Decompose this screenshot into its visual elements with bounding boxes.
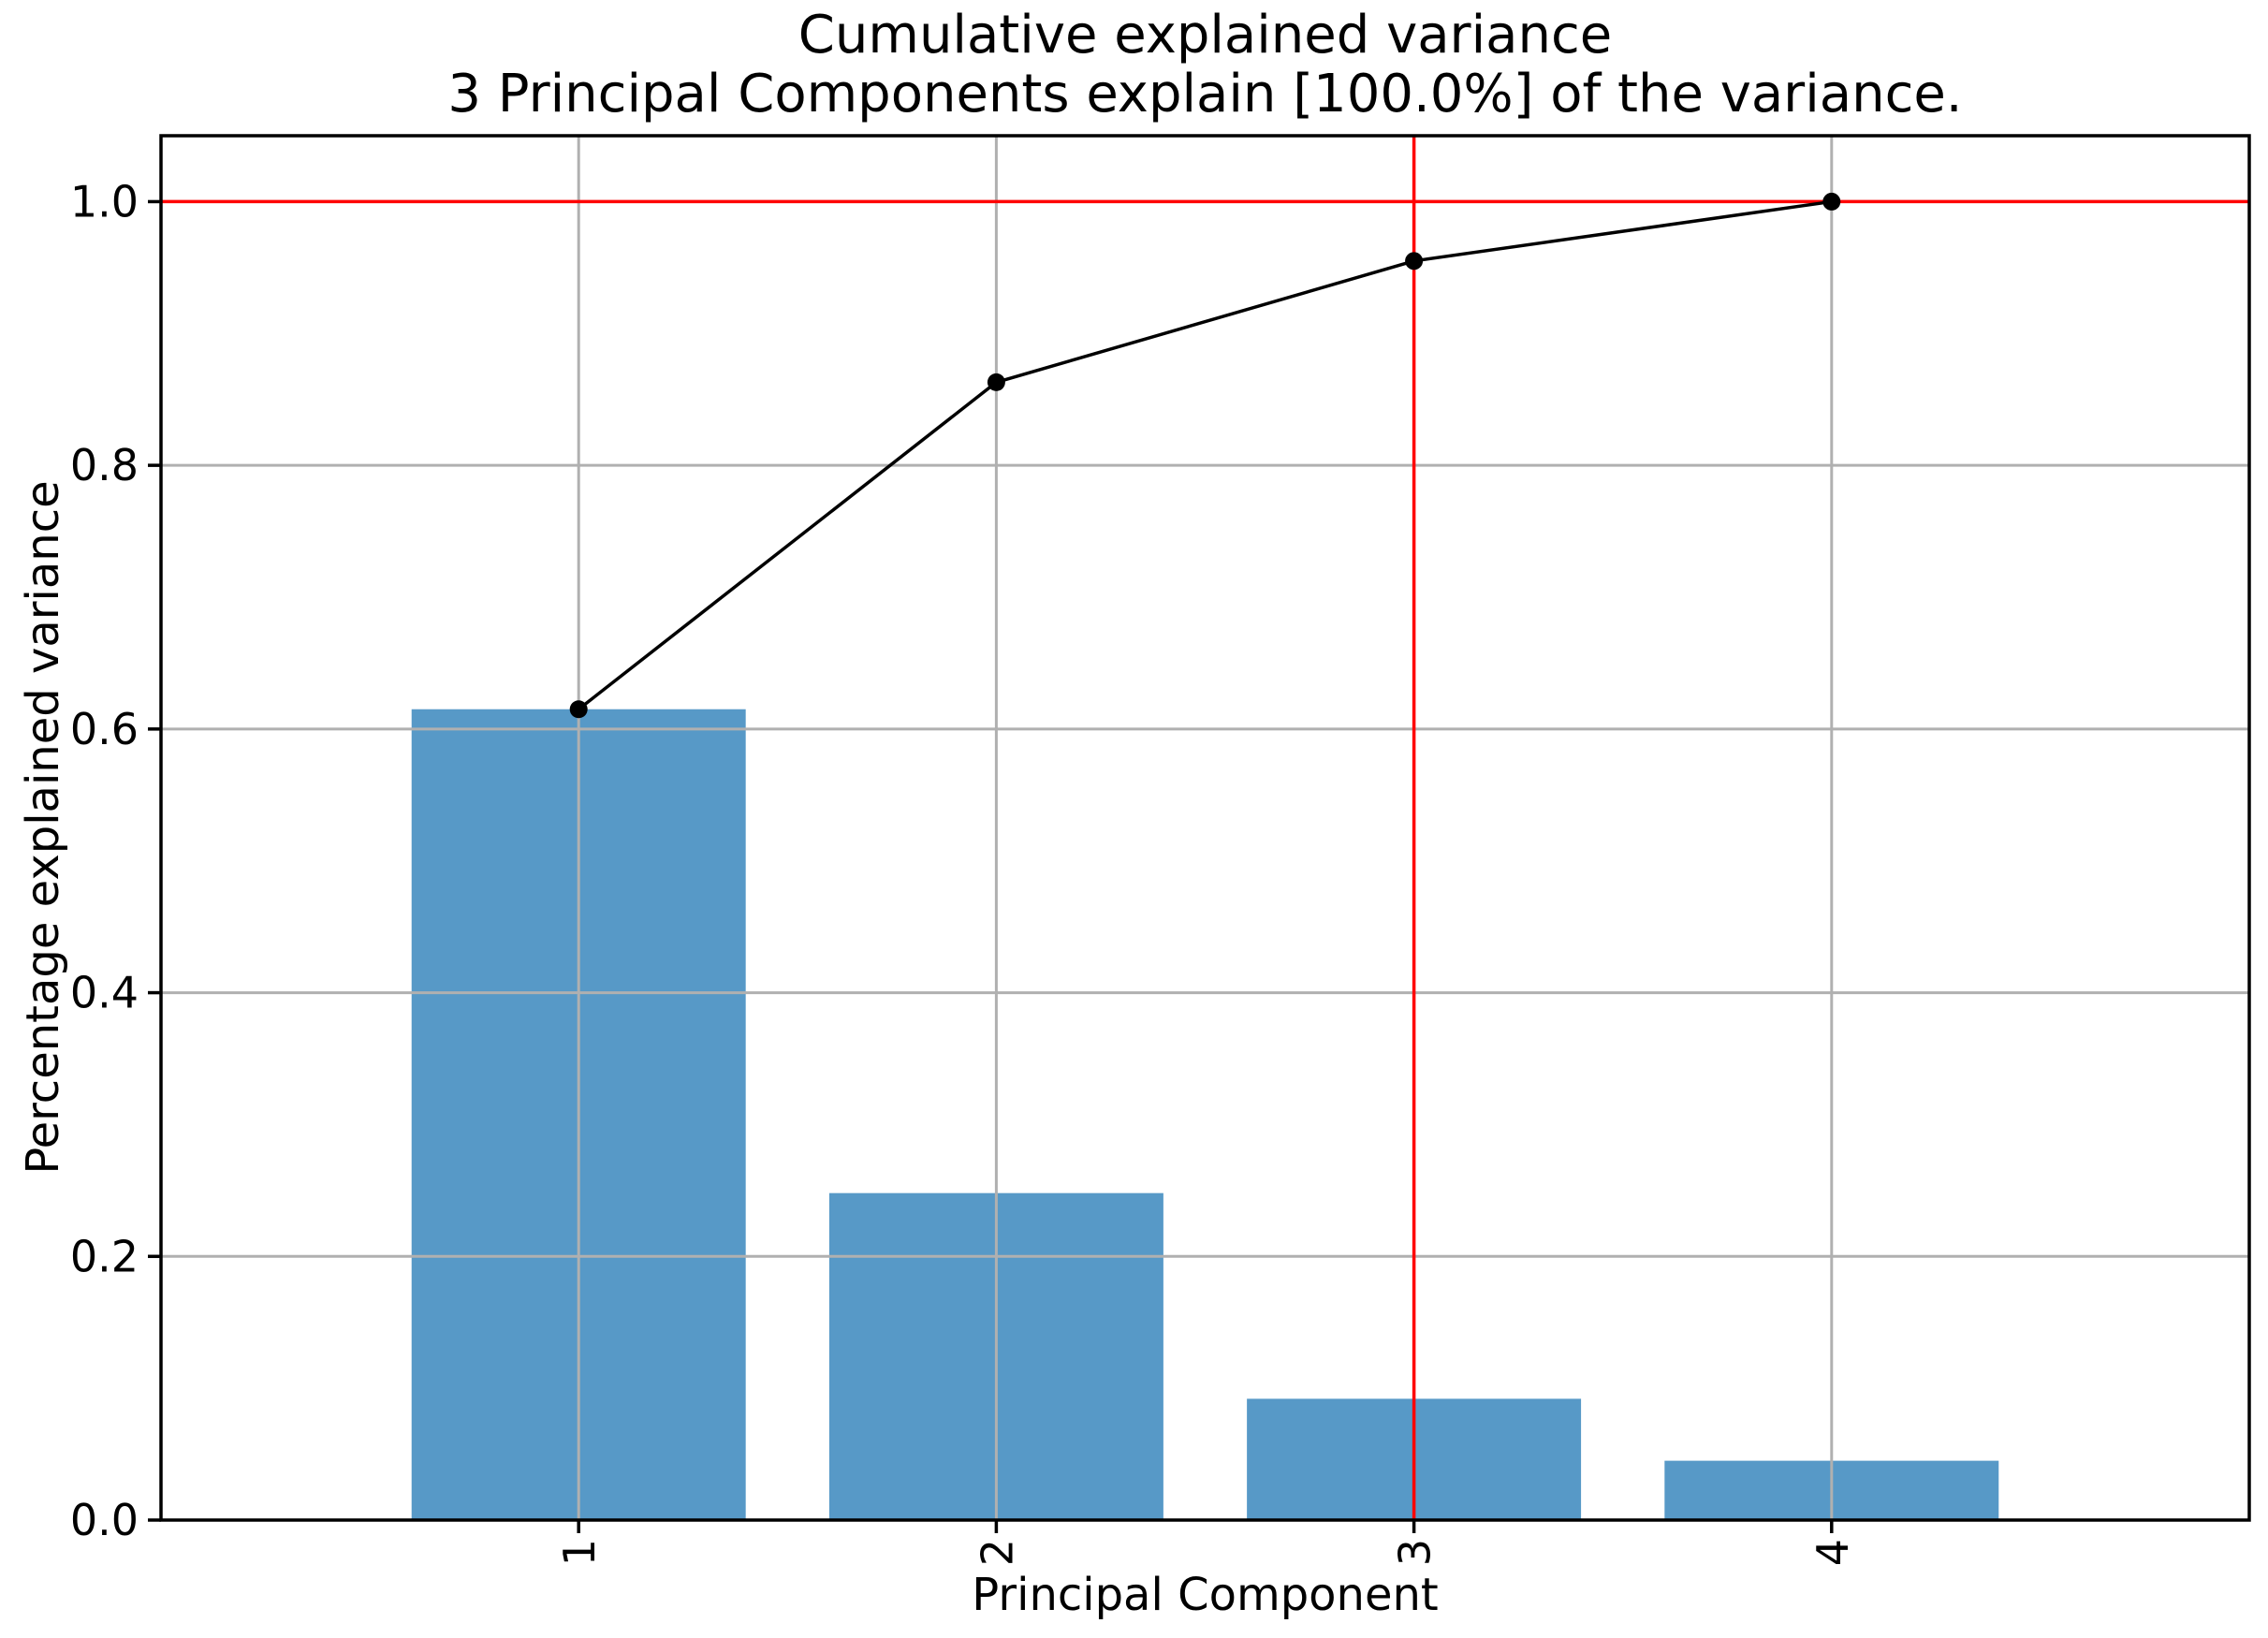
x-tick-label: 3 bbox=[1390, 1539, 1441, 1566]
data-point-marker-pc2 bbox=[987, 373, 1005, 391]
y-tick-label: 0.4 bbox=[70, 968, 139, 1018]
y-tick-label: 1.0 bbox=[70, 176, 139, 227]
x-tick-label: 1 bbox=[554, 1539, 605, 1566]
y-axis-label: Percentage explained variance bbox=[17, 480, 69, 1175]
plot-border bbox=[159, 134, 2251, 1522]
y-tick-label: 0.6 bbox=[70, 704, 139, 754]
data-point-marker-pc1 bbox=[569, 700, 588, 719]
x-tick-label: 4 bbox=[1807, 1539, 1858, 1566]
cumulative-variance-line bbox=[578, 199, 1833, 711]
data-point-marker-pc4 bbox=[1822, 192, 1841, 211]
x-axis-label: Principal Component bbox=[972, 1569, 1439, 1621]
y-tick-label: 0.0 bbox=[70, 1495, 139, 1545]
data-point-marker-pc3 bbox=[1405, 252, 1424, 271]
chart-title: Cumulative explained variance bbox=[797, 5, 1613, 66]
y-tick-label: 0.2 bbox=[70, 1231, 139, 1281]
chart-title-block: Cumulative explained variance 3 Principa… bbox=[161, 6, 2249, 124]
y-tick-label: 0.8 bbox=[70, 440, 139, 490]
chart-subtitle: 3 Principal Components explain [100.0%] … bbox=[447, 64, 1963, 124]
x-tick-label: 2 bbox=[972, 1539, 1022, 1566]
